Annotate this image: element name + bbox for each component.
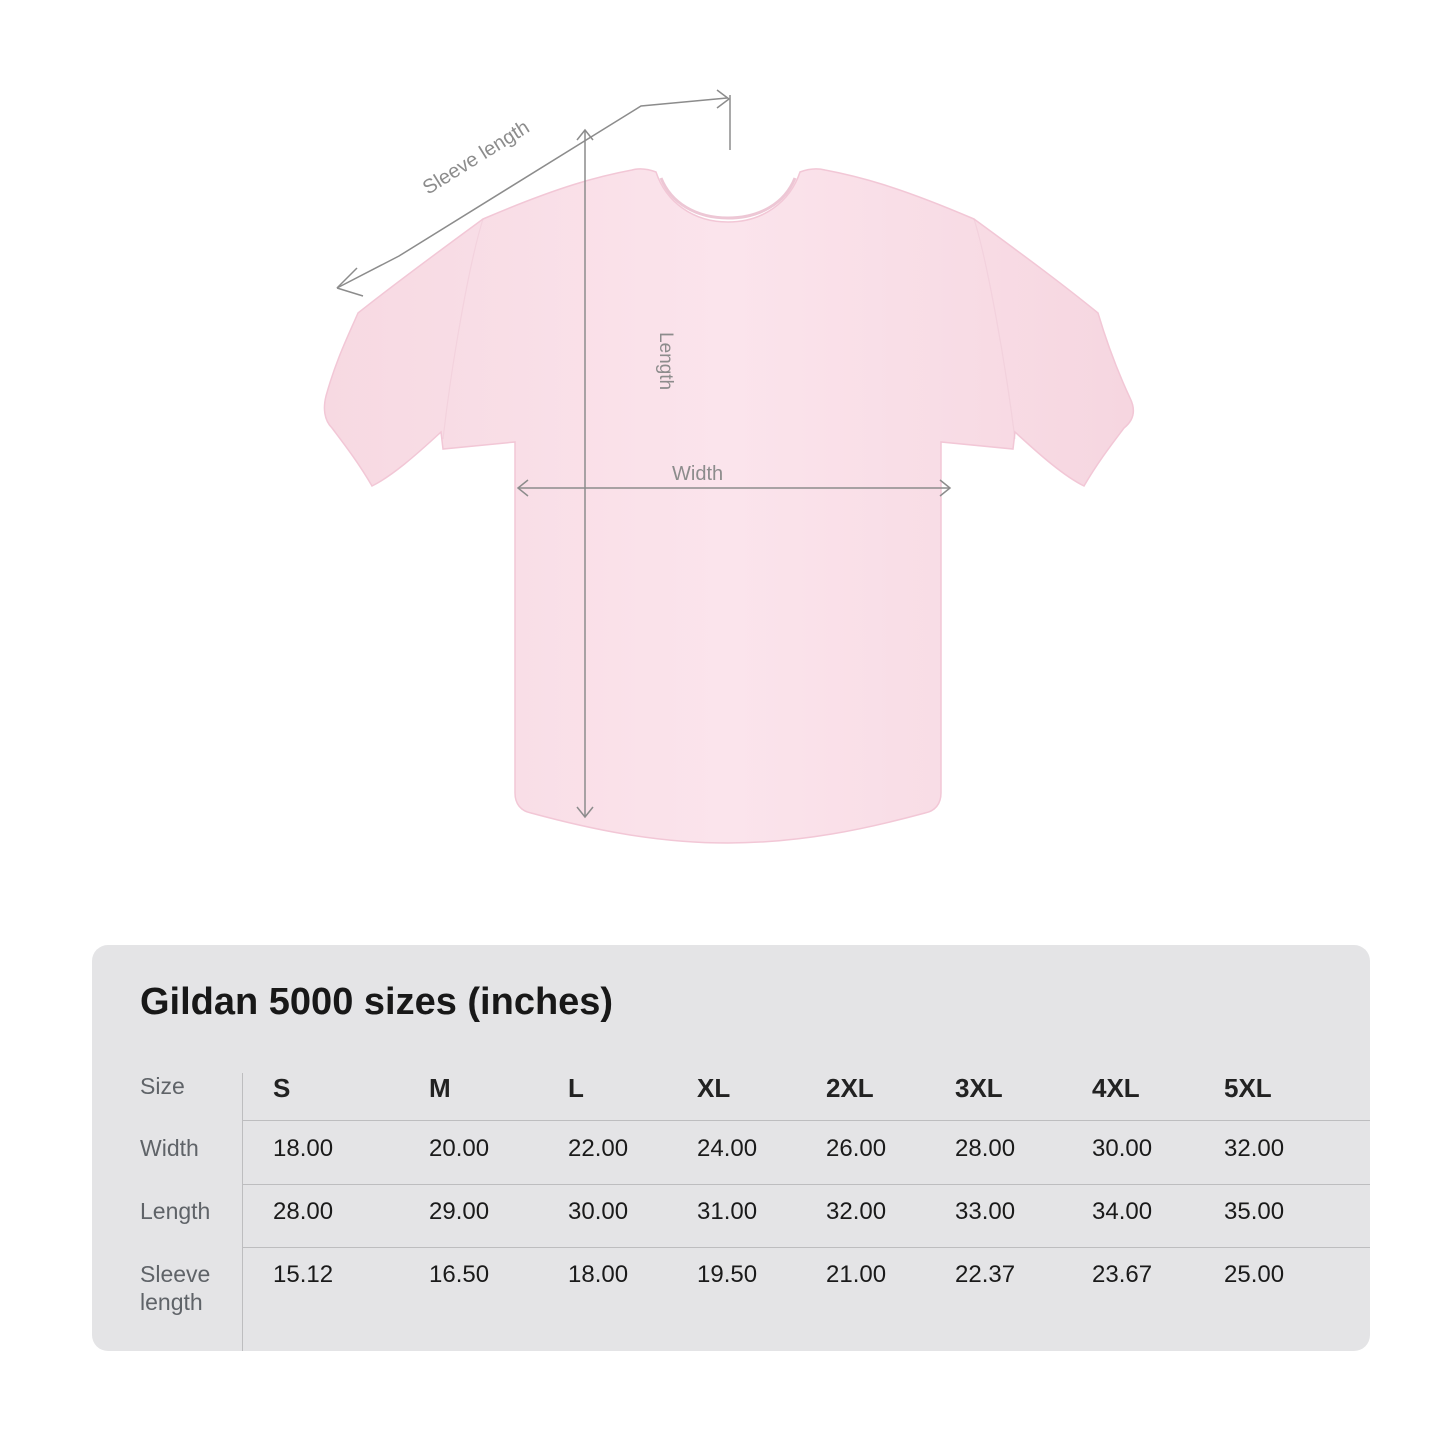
svg-text:Sleeve length: Sleeve length	[419, 116, 533, 199]
svg-text:Width: Width	[672, 463, 723, 485]
svg-text:Length: Length	[655, 332, 676, 390]
